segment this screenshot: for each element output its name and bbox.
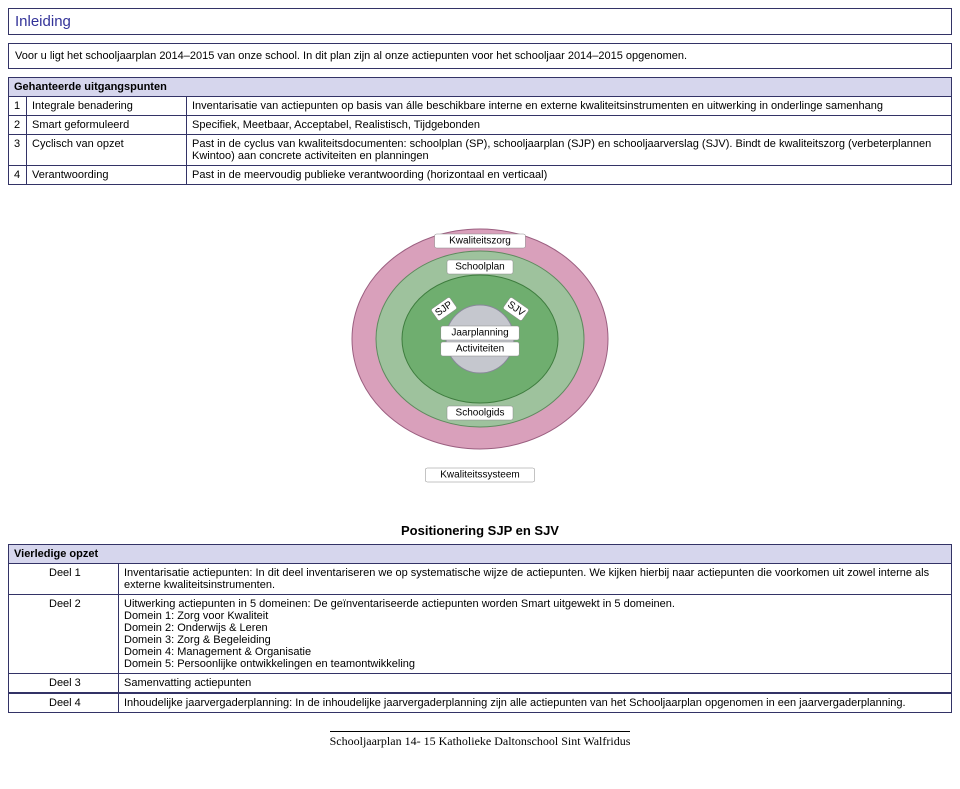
concentric-diagram: KwaliteitszorgSchoolplanSJPSJVJaarplanni… [8, 199, 952, 509]
opzet-table: Vierledige opzet Deel 1 Inventarisatie a… [8, 544, 952, 713]
table-row: 2 Smart geformuleerd Specifiek, Meetbaar… [9, 116, 952, 135]
svg-text:Jaarplanning: Jaarplanning [451, 328, 508, 339]
opzet-text: Samenvatting actiepunten [119, 674, 952, 694]
opzet-header: Vierledige opzet [9, 545, 952, 564]
table-row: 3 Cyclisch van opzet Past in de cyclus v… [9, 135, 952, 166]
opzet-text: Uitwerking actiepunten in 5 domeinen: De… [119, 595, 952, 674]
svg-text:Kwaliteitssysteem: Kwaliteitssysteem [440, 470, 519, 481]
svg-text:Schoolgids: Schoolgids [456, 408, 505, 419]
uitgangspunten-table: Gehanteerde uitgangspunten 1 Integrale b… [8, 77, 952, 185]
title-box: Inleiding [8, 8, 952, 35]
page-title: Inleiding [15, 13, 945, 30]
opzet-text: Inventarisatie actiepunten: In dit deel … [119, 564, 952, 595]
opzet-text: Inhoudelijke jaarvergaderplanning: In de… [119, 693, 952, 713]
svg-text:Schoolplan: Schoolplan [455, 262, 504, 273]
uitgangspunten-header: Gehanteerde uitgangspunten [9, 78, 952, 97]
diagram-svg: KwaliteitszorgSchoolplanSJPSJVJaarplanni… [350, 199, 610, 509]
intro-box: Voor u ligt het schooljaarplan 2014–2015… [8, 43, 952, 69]
table-row: Deel 4 Inhoudelijke jaarvergaderplanning… [9, 693, 952, 713]
table-row: Deel 3 Samenvatting actiepunten [9, 674, 952, 694]
table-row: 1 Integrale benadering Inventarisatie va… [9, 97, 952, 116]
table-row: Deel 2 Uitwerking actiepunten in 5 domei… [9, 595, 952, 674]
table-row: 4 Verantwoording Past in de meervoudig p… [9, 166, 952, 185]
intro-text: Voor u ligt het schooljaarplan 2014–2015… [15, 50, 687, 62]
footer-text: Schooljaarplan 14- 15 Katholieke Daltons… [330, 734, 631, 748]
positionering-subtitle: Positionering SJP en SJV [8, 523, 952, 538]
table-row: Deel 1 Inventarisatie actiepunten: In di… [9, 564, 952, 595]
svg-text:Activiteiten: Activiteiten [456, 344, 504, 355]
page-footer: Schooljaarplan 14- 15 Katholieke Daltons… [8, 731, 952, 749]
svg-text:Kwaliteitszorg: Kwaliteitszorg [449, 236, 511, 247]
